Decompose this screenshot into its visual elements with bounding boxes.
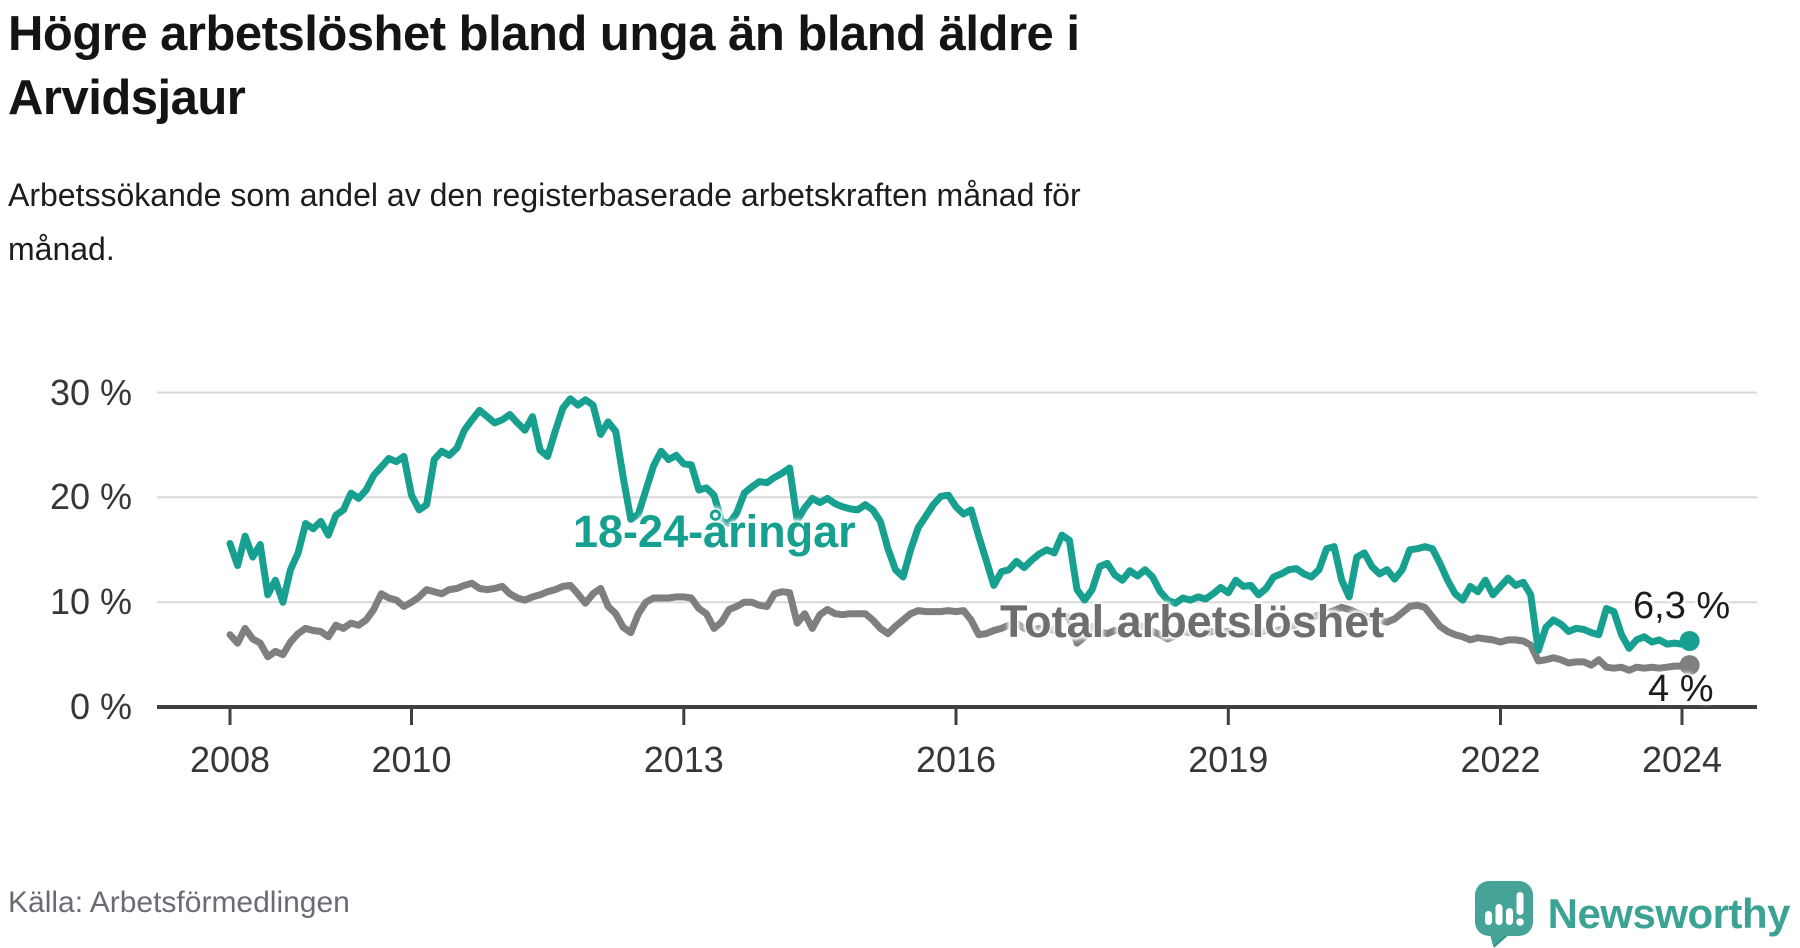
line-youth bbox=[226, 395, 1694, 654]
subtitle-line-2: månad. bbox=[8, 231, 115, 267]
end-value-label-total: 4 % bbox=[1648, 668, 1714, 710]
x-tick-label-2010: 2010 bbox=[371, 739, 452, 780]
end-dot-total bbox=[1679, 655, 1700, 676]
brand-name: Newsworthy bbox=[1547, 890, 1791, 937]
subtitle-line-1: Arbetssökande som andel av den registerb… bbox=[8, 177, 1081, 213]
x-tick-label-2024: 2024 bbox=[1641, 739, 1723, 780]
source-note: Källa: Arbetsförmedlingen bbox=[8, 886, 350, 919]
y-tick-label-30: 30 % bbox=[49, 371, 132, 413]
chart-subtitle: Arbetssökande som andel av den registerb… bbox=[8, 168, 1081, 276]
y-tick-label-0: 0 % bbox=[69, 686, 132, 727]
series-label-youth: 18-24-åringar bbox=[573, 506, 856, 557]
x-tick-label-2016: 2016 bbox=[915, 739, 997, 780]
x-tick-label-2019: 2019 bbox=[1188, 739, 1269, 780]
y-tick-label-10: 10 % bbox=[49, 581, 132, 623]
x-tick-label-2013: 2013 bbox=[643, 739, 724, 780]
title-line-2: Arvidsjaur bbox=[8, 71, 246, 125]
x-tick-label-2008: 2008 bbox=[189, 739, 271, 780]
page-title: Högre arbetslöshet bland unga än bland ä… bbox=[8, 2, 1080, 130]
x-tick-label-2022: 2022 bbox=[1460, 739, 1541, 780]
brand-lockup: Newsworthy bbox=[1474, 880, 1791, 948]
y-tick-label-20: 20 % bbox=[49, 476, 132, 518]
title-line-1: Högre arbetslöshet bland unga än bland ä… bbox=[8, 7, 1080, 61]
newsworthy-logo-icon bbox=[1474, 881, 1533, 948]
end-dot-youth bbox=[1679, 631, 1700, 651]
series-label-total: Total arbetslöshet bbox=[1000, 596, 1385, 647]
line-total bbox=[226, 579, 1694, 674]
end-value-label-youth: 6,3 % bbox=[1633, 585, 1731, 627]
